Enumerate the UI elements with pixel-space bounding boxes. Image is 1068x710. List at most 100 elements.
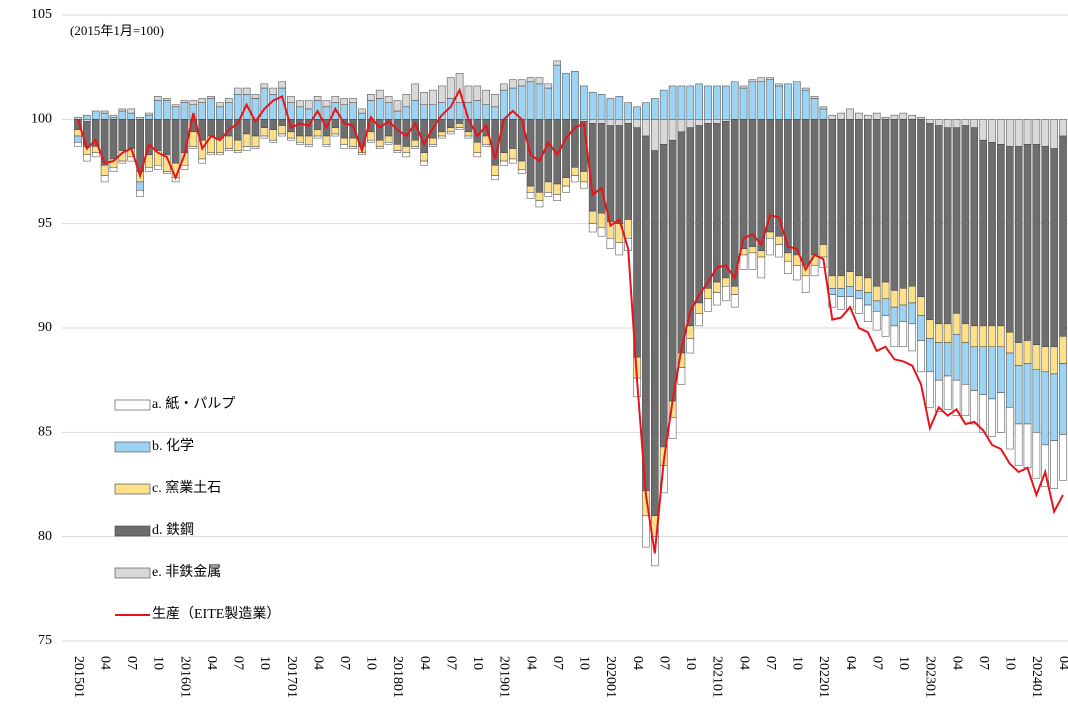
legend-swatch <box>114 567 151 579</box>
bar-segment <box>686 119 695 128</box>
bar-segment <box>127 108 136 114</box>
bar-segment <box>1014 119 1023 147</box>
bar-segment <box>482 104 490 120</box>
bar-segment <box>748 246 757 254</box>
bar-segment <box>988 346 996 400</box>
bar-segment <box>624 102 632 120</box>
x-tick-label: 10 <box>683 656 698 670</box>
bar-segment <box>615 125 624 224</box>
bar-segment <box>517 160 526 170</box>
bar-segment <box>730 81 739 120</box>
x-tick-label: 04 <box>736 656 751 670</box>
bar-segment <box>1014 342 1023 366</box>
bar-segment <box>881 116 890 120</box>
bar-segment <box>1032 144 1041 345</box>
bar-segment <box>988 325 996 348</box>
bar-segment <box>296 142 304 145</box>
y-tick-label: 95 <box>38 216 52 231</box>
bar-segment <box>455 119 464 124</box>
bar-segment <box>677 85 686 120</box>
bar-segment <box>580 171 588 183</box>
bar-segment <box>242 133 251 147</box>
bar-segment <box>260 135 269 139</box>
bar-segment <box>198 158 207 164</box>
bar-segment <box>278 133 286 137</box>
legend-label: e. 非鉄金属 <box>152 564 221 580</box>
bar-segment <box>322 106 331 120</box>
bar-segment <box>571 71 579 120</box>
bar-segment <box>446 119 455 128</box>
x-tick-label: 07 <box>869 656 884 670</box>
bar-segment <box>890 290 899 308</box>
bar-segment <box>562 185 570 193</box>
bar-segment <box>375 98 384 120</box>
bar-segment <box>313 119 322 131</box>
bar-segment <box>464 135 473 139</box>
bar-segment <box>500 89 508 120</box>
bar-segment <box>881 281 890 300</box>
bar-segment <box>304 108 313 120</box>
x-tick-label: 201701 <box>284 656 299 698</box>
x-tick-label: 10 <box>577 656 592 670</box>
bar-segment <box>251 94 260 99</box>
bar-segment <box>642 515 650 548</box>
bar-segment <box>233 94 242 120</box>
bar-segment <box>535 200 544 208</box>
x-tick-label: 10 <box>364 656 379 670</box>
bar-segment <box>473 85 482 101</box>
bar-segment <box>961 342 970 385</box>
bar-segment <box>952 119 961 128</box>
bar-segment <box>677 119 686 133</box>
bar-segment <box>997 119 1005 145</box>
bar-segment <box>775 83 783 87</box>
bar-segment <box>438 135 446 139</box>
bar-segment <box>1050 373 1058 441</box>
bar-segment <box>934 125 943 325</box>
bar-segment <box>1032 369 1041 433</box>
bar-segment <box>331 96 340 103</box>
bar-segment <box>526 192 535 199</box>
x-tick-label: 10 <box>1003 656 1018 670</box>
bar-segment <box>943 375 952 410</box>
bar-segment <box>642 135 650 492</box>
x-tick-label: 04 <box>843 656 858 670</box>
bar-segment <box>748 119 757 247</box>
bar-segment <box>446 127 455 133</box>
x-tick-label: 07 <box>976 656 991 670</box>
bar-segment <box>109 167 118 172</box>
bar-segment <box>766 238 774 256</box>
bar-segment <box>721 286 730 302</box>
bar-segment <box>420 152 428 162</box>
bar-segment <box>455 123 464 128</box>
bar-segment <box>429 104 437 120</box>
bar-segment <box>606 98 615 120</box>
bar-segment <box>482 144 490 147</box>
bar-segment <box>988 119 996 143</box>
bar-segment <box>455 102 464 120</box>
x-tick-label: 201801 <box>390 656 405 698</box>
bar-segment <box>606 125 615 222</box>
bar-segment <box>562 119 570 179</box>
bar-segment <box>367 94 375 101</box>
bar-segment <box>580 119 588 122</box>
bar-segment <box>580 181 588 189</box>
legend-label: d. 鉄鋼 <box>152 522 194 538</box>
bar-segment <box>615 96 624 120</box>
bar-segment <box>784 252 792 262</box>
bar-segment <box>872 119 881 287</box>
x-tick-label: 10 <box>790 656 805 670</box>
bar-segment <box>136 116 144 120</box>
bar-segment <box>997 325 1005 348</box>
bar-segment <box>872 286 881 302</box>
bar-segment <box>526 81 535 120</box>
bar-segment <box>473 100 482 120</box>
bar-segment <box>757 81 766 120</box>
bar-segment <box>136 181 144 191</box>
bar-segment <box>934 323 943 343</box>
bar-segment <box>837 275 845 289</box>
bar-segment <box>535 83 544 120</box>
bar-segment <box>819 106 828 110</box>
bar-segment <box>420 91 428 105</box>
bar-segment <box>509 158 517 164</box>
